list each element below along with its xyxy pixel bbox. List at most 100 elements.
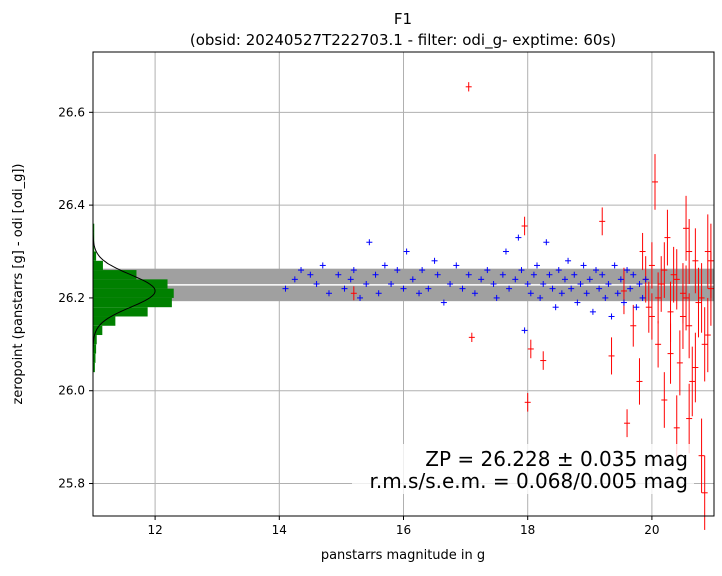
blue-data-point: [620, 299, 627, 306]
y-tick-label: 26.2: [58, 291, 85, 305]
blue-data-point: [335, 271, 342, 278]
red-data-point: [648, 293, 655, 340]
red-data-point: [465, 82, 472, 92]
blue-data-point: [534, 262, 541, 269]
blue-data-point: [546, 271, 553, 278]
red-data-point: [704, 214, 711, 289]
blue-data-point: [565, 257, 572, 264]
blue-data-point: [512, 276, 519, 283]
blue-data-point: [307, 271, 314, 278]
y-tick-label: 26.4: [58, 198, 85, 212]
x-axis-ticks: 12 14 16 18 20: [147, 516, 660, 537]
blue-data-point: [440, 299, 447, 306]
blue-data-point: [583, 290, 590, 297]
blue-series: [282, 234, 649, 334]
x-tick-label: 16: [396, 523, 411, 537]
red-data-point: [686, 383, 693, 454]
red-data-point: [664, 209, 671, 266]
x-tick-label: 18: [520, 523, 535, 537]
histogram-bar: [93, 297, 172, 308]
red-data-point: [698, 263, 705, 333]
gaussian-fit: [92, 226, 156, 356]
blue-data-point: [639, 294, 646, 301]
blue-data-point: [471, 290, 478, 297]
blue-data-point: [425, 285, 432, 292]
red-data-point: [683, 195, 690, 261]
red-data-point: [658, 256, 665, 312]
blue-data-point: [465, 271, 472, 278]
x-tick-label: 12: [147, 523, 162, 537]
blue-data-point: [490, 281, 497, 287]
blue-data-point: [602, 294, 609, 301]
red-data-point: [667, 323, 674, 384]
histogram-bar: [93, 270, 137, 280]
histogram-bar: [93, 344, 97, 354]
red-data-point: [701, 455, 708, 530]
red-data-point: [692, 332, 699, 403]
red-data-point: [648, 242, 655, 289]
blue-data-point: [518, 267, 525, 274]
blue-data-point: [409, 276, 416, 283]
blue-data-point: [537, 294, 544, 301]
blue-data-point: [403, 248, 410, 255]
red-data-point: [630, 304, 637, 347]
red-data-point: [620, 267, 627, 315]
blue-data-point: [524, 281, 531, 287]
blue-data-point: [484, 267, 491, 274]
blue-data-point: [608, 313, 615, 320]
zp-annotation-background: [352, 444, 694, 494]
blue-data-point: [459, 285, 466, 292]
blue-data-point: [499, 271, 506, 278]
blue-data-point: [453, 262, 460, 269]
blue-data-point: [394, 267, 401, 274]
blue-data-point: [515, 234, 522, 241]
red-data-point: [624, 409, 631, 438]
blue-data-point: [580, 262, 587, 269]
blue-data-point: [400, 285, 407, 292]
histogram-bar: [93, 242, 95, 252]
blue-data-point: [366, 239, 373, 246]
blue-data-point: [521, 327, 528, 334]
blue-data-point: [558, 290, 565, 297]
blue-data-point: [502, 248, 509, 255]
y-tick-label: 26.6: [58, 105, 85, 119]
red-data-point: [679, 284, 686, 349]
blue-data-point: [416, 290, 423, 297]
blue-data-point: [291, 276, 298, 283]
blue-data-point: [568, 285, 575, 292]
blue-data-point: [593, 267, 600, 274]
red-data-point: [645, 281, 652, 333]
red-data-point: [655, 272, 662, 324]
blue-data-point: [574, 299, 581, 306]
blue-data-point: [478, 276, 485, 283]
blue-data-point: [630, 271, 637, 278]
red-data-point: [521, 216, 528, 236]
blue-data-point: [530, 271, 537, 278]
histogram-bar: [93, 362, 95, 373]
histogram-bar: [93, 335, 97, 345]
blue-data-point: [633, 304, 640, 311]
red-data-point: [636, 358, 643, 405]
histogram-bar: [93, 288, 174, 298]
y-tick-label: 25.8: [58, 477, 85, 491]
blue-data-point: [434, 271, 441, 278]
histogram-bar: [93, 251, 97, 261]
y-axis-label: zeropoint (panstarrs [g] - odi [odi_g]): [11, 164, 26, 405]
blue-data-point: [586, 276, 593, 283]
zp-annotation-line1: ZP = 26.228 ± 0.035 mag: [425, 447, 688, 471]
red-data-point: [350, 286, 357, 301]
red-data-point: [639, 232, 646, 271]
blue-data-point: [627, 285, 634, 292]
blue-data-point: [493, 294, 500, 301]
histogram-bar: [93, 279, 168, 289]
red-data-point: [599, 207, 606, 236]
blue-data-point: [549, 285, 556, 292]
blue-data-point: [375, 290, 382, 297]
blue-data-point: [555, 267, 562, 274]
blue-data-point: [506, 285, 513, 292]
red-data-point: [540, 351, 547, 370]
y-axis-ticks: 25.8 26.0 26.2 26.4 26.6: [58, 105, 93, 491]
blue-data-point: [447, 281, 454, 287]
red-data-point: [704, 297, 711, 373]
